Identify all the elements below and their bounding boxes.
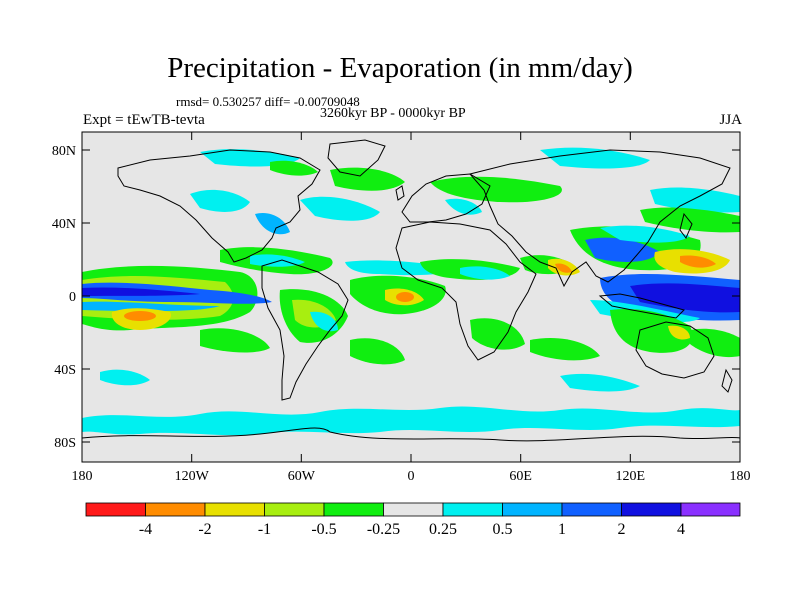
colorbar-label-7: 1 <box>558 521 566 538</box>
siberia-green <box>430 176 562 203</box>
colorbar-box-0 <box>85 502 146 517</box>
colorbar-box-1 <box>145 502 206 517</box>
anomaly-field <box>82 139 740 442</box>
colorbar-box-2 <box>204 502 265 517</box>
colorbar-box-10 <box>680 502 741 517</box>
brazil-cyan <box>310 311 338 332</box>
south-africa-green <box>470 318 525 350</box>
arctic-green <box>270 160 318 176</box>
new-zealand-coast <box>721 368 733 393</box>
north-america-cyan <box>190 189 250 212</box>
colorbar-label-2: -1 <box>258 521 271 538</box>
lon-label-0: 0 <box>408 469 415 484</box>
indonesia-coast <box>598 293 685 319</box>
colorbar-box-7 <box>502 502 563 517</box>
colorbar-label-3: -0.5 <box>311 521 336 538</box>
colorbar-box-9 <box>621 502 682 517</box>
southern-ocean-band <box>82 406 740 436</box>
north-pacific-green <box>640 207 740 233</box>
map-title: Precipitation - Evaporation (in mm/day) <box>167 52 633 84</box>
colorbar-label-4: -0.25 <box>367 521 400 538</box>
north-pacific-cyan <box>650 187 740 213</box>
europe-cyan <box>445 198 482 215</box>
south-atlantic-green <box>350 338 405 365</box>
south-indian-cyan <box>560 373 640 392</box>
indian-ocean-sw-green <box>530 337 600 361</box>
asia-cyan <box>600 225 690 243</box>
antarctica-coast <box>82 427 740 442</box>
lat-label-80n: 80N <box>52 144 76 159</box>
colorbar-box-3 <box>264 502 325 517</box>
colorbar-label-1: -2 <box>198 521 211 538</box>
se-pacific-green <box>200 328 270 353</box>
itcz-darkblue-east <box>630 283 740 313</box>
colorbar-label-9: 4 <box>677 521 685 538</box>
greenland-coast <box>327 139 386 177</box>
colorbar-box-5 <box>383 502 444 517</box>
experiment-label: Expt = tEwTB-tevta <box>83 112 205 128</box>
australia-coast <box>635 321 715 379</box>
lat-label-eq: 0 <box>69 290 76 305</box>
colorbar: -4 -2 -1 -0.5 -0.25 0.25 0.5 1 2 4 <box>85 502 741 538</box>
australia-east-green <box>690 328 740 358</box>
north-america-coast <box>117 149 321 263</box>
africa-coast <box>395 221 537 361</box>
south-pacific-orange <box>124 311 156 321</box>
colorbar-box-8 <box>561 502 622 517</box>
sahel-cyan <box>460 266 510 280</box>
itcz-cyan-west <box>82 301 220 312</box>
colorbar-label-5: 0.25 <box>429 521 457 538</box>
lon-label-120w: 120W <box>175 469 210 484</box>
lon-label-180e: 180 <box>730 469 751 484</box>
north-atlantic-cyan <box>300 196 380 221</box>
colorbar-box-6 <box>442 502 503 517</box>
lat-label-80s: 80S <box>54 436 76 451</box>
colorbar-label-6: 0.5 <box>493 521 513 538</box>
siberia-cyan <box>540 147 650 169</box>
south-pacific-east-cyan <box>100 369 150 386</box>
colorbar-label-8: 2 <box>618 521 626 538</box>
ticks <box>82 132 740 462</box>
maritime-green <box>610 308 693 353</box>
season-label: JJA <box>719 112 742 128</box>
nw-pacific-orange <box>680 255 716 268</box>
australia-yellow <box>668 325 690 340</box>
period-label: 3260kyr BP - 0000kyr BP <box>320 106 466 121</box>
lon-label-120e: 120E <box>616 469 646 484</box>
lon-label-180w: 180 <box>72 469 93 484</box>
itcz-darkblue-west <box>82 287 200 296</box>
lat-label-40n: 40N <box>52 217 76 232</box>
colorbar-box-4 <box>323 502 384 517</box>
coastlines <box>82 139 740 442</box>
uk-coast <box>395 185 405 201</box>
asia-coast <box>469 149 731 288</box>
japan-coast <box>679 212 693 239</box>
stats-line: rmsd= 0.530257 diff= -0.00709048 <box>176 94 360 109</box>
colorbar-label-0: -4 <box>139 521 152 538</box>
lon-label-60e: 60E <box>509 469 532 484</box>
north-america-blue <box>255 212 290 235</box>
india-orange <box>555 263 572 273</box>
asia-blue <box>585 237 660 262</box>
tropical-atlantic-orange <box>396 292 414 302</box>
south-america-coast <box>261 259 349 401</box>
lat-label-40s: 40S <box>54 363 76 378</box>
lon-label-60w: 60W <box>288 469 316 484</box>
caribbean-cyan <box>250 254 305 267</box>
